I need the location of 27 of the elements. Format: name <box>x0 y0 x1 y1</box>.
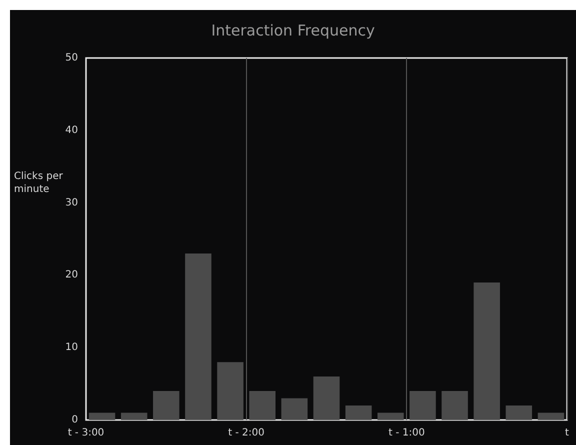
bar <box>474 282 500 420</box>
y-tick-label: 50 <box>65 52 78 64</box>
text: t - 2:00 <box>228 428 265 438</box>
chart-title: Interaction Frequency <box>211 22 375 40</box>
y-tick-label: 20 <box>65 270 78 281</box>
bar <box>217 362 244 420</box>
y-axis-title: Clicks per minute <box>14 171 66 195</box>
bar <box>249 391 276 420</box>
bar <box>538 412 564 420</box>
bar <box>506 406 532 420</box>
bar <box>120 412 148 420</box>
text: t - 1:00 <box>388 428 425 438</box>
bar <box>88 412 116 420</box>
y-tick-label: 10 <box>65 342 78 354</box>
bar <box>313 376 340 420</box>
bar <box>410 391 436 420</box>
bar <box>153 391 180 420</box>
bar <box>281 398 308 420</box>
text: t - 3:00 <box>68 428 104 438</box>
bar <box>185 253 212 420</box>
y-tick-label: 40 <box>65 124 78 136</box>
bar <box>377 412 404 420</box>
y-tick-label: 0 <box>72 414 78 426</box>
text: t <box>565 428 570 438</box>
bar <box>345 406 372 420</box>
bar <box>442 391 468 420</box>
y-tick-label: 30 <box>65 197 78 208</box>
